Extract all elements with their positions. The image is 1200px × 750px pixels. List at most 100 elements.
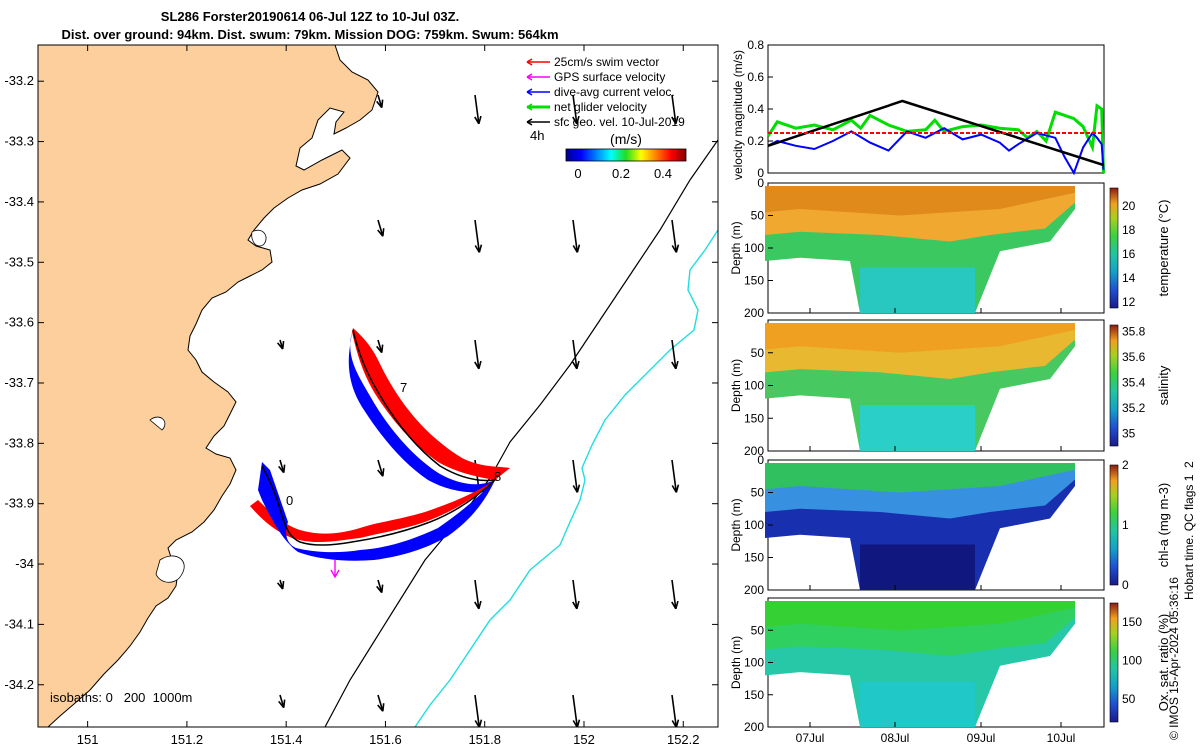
section-deep-2 <box>860 544 975 590</box>
geo-arrow-11 <box>572 339 578 369</box>
colorbar-unit: (m/s) <box>610 131 642 147</box>
sec3-ctick-1: 100 <box>1122 654 1142 668</box>
sec1-ctick-1: 35.2 <box>1122 401 1146 415</box>
legend-label-2: dive-avg current veloc. <box>554 85 675 99</box>
sec3-ytick-label-0: 50 <box>751 623 765 637</box>
geo-arrow-1 <box>474 94 480 124</box>
sec1-ytick-label-1: 100 <box>744 379 764 393</box>
sec0-ctick-4: 20 <box>1122 199 1136 213</box>
geo-arrow-25 <box>474 694 481 727</box>
sec-xtick-label-0: 07Jul <box>796 731 825 745</box>
lon-tick-label-6: 152.2 <box>667 732 700 747</box>
geo-arrow-26 <box>572 694 579 727</box>
legend-label-3: net glider velocity <box>554 100 647 114</box>
vel-ytick-label-3: 0.6 <box>747 70 764 84</box>
geo-arrowhead <box>671 719 680 727</box>
geo-arrow-5 <box>474 219 481 253</box>
lat-tick-label-5: -33.7 <box>4 375 34 390</box>
geo-arrowhead <box>376 584 384 594</box>
geo-arrow-17 <box>671 459 678 493</box>
sec2-ytick-label-2: 100 <box>744 518 764 532</box>
vel-series-0 <box>766 103 1105 174</box>
legend-arrowhead-3 <box>526 103 533 111</box>
vel-series-1 <box>767 127 1105 176</box>
geo-arrowhead <box>377 468 385 477</box>
lat-tick-label-1: -33.3 <box>4 134 34 149</box>
track-label-8: 8 <box>494 469 501 484</box>
map-axis-ticks: 151 151.2 151.4 151.6 151.8 152 152.2 -33.2 -33.… <box>4 45 718 747</box>
vel-ylabel: velocity magnitude (m/s) <box>731 50 745 180</box>
geo-arrowhead <box>572 244 581 253</box>
sec1-ytick-label-0: 50 <box>751 346 765 360</box>
sec1-ctick-0: 35 <box>1122 426 1136 440</box>
lon-tick-label-0: 151 <box>77 732 99 747</box>
sec0-ctick-3: 18 <box>1122 223 1136 237</box>
geo-arrow-24 <box>377 694 384 712</box>
legend-arrowhead-0 <box>526 58 533 66</box>
geo-arrowhead <box>572 719 581 727</box>
lat-tick-label-4: -33.6 <box>4 315 34 330</box>
sec2-colorbar <box>1109 464 1119 586</box>
glider-track <box>261 329 498 546</box>
speed-colorbar <box>565 148 687 162</box>
geo-arrowhead <box>377 703 385 712</box>
lat-tick-label-10: -34.2 <box>4 677 34 692</box>
qc-flags-text: Hobart time. QC flags 1 2 <box>1182 461 1196 600</box>
sec3-ctick-0: 50 <box>1122 692 1136 706</box>
geo-arrow-21 <box>572 579 578 609</box>
sec-xtick-label-3: 10Jul <box>1047 731 1076 745</box>
geo-arrowhead <box>474 115 482 125</box>
lon-tick-label-4: 151.8 <box>468 732 501 747</box>
track-label-0: 0 <box>286 493 293 508</box>
sec2-ctick-0: 0 <box>1122 578 1129 592</box>
swim-vector-band-south <box>250 480 495 543</box>
geo-arrowhead <box>376 99 384 109</box>
geo-arrow-2 <box>572 94 578 124</box>
title-line-1: SL286 Forster20190614 06-Jul 12Z to 10-J… <box>160 9 460 24</box>
geo-arrowhead <box>474 600 482 610</box>
track-label-7: 7 <box>400 380 407 395</box>
sec1-ytick-label-2: 150 <box>744 411 764 425</box>
lat-tick-label-8: -34 <box>15 556 34 571</box>
geo-arrowhead <box>671 484 680 493</box>
geo-arrowhead <box>572 600 580 610</box>
geo-arrow-19 <box>377 579 383 593</box>
lon-tick-label-3: 151.6 <box>369 732 402 747</box>
geo-arrow-12 <box>671 339 677 369</box>
sec0-ylabel: Depth (m) <box>729 221 743 274</box>
sec3-ctick-2: 150 <box>1122 615 1142 629</box>
figure-title: SL286 Forster20190614 06-Jul 12Z to 10-J… <box>0 8 620 44</box>
isobath-200m <box>324 139 718 727</box>
vel-ytick-label-2: 0.4 <box>747 102 764 116</box>
sec1-ylabel: Depth (m) <box>729 359 743 412</box>
lat-tick-label-2: -33.4 <box>4 194 34 209</box>
land-coast <box>38 45 379 727</box>
geo-arrow-13 <box>279 459 285 473</box>
sec1-ytick-label-3: 200 <box>744 444 764 458</box>
sec2-ytick-label-3: 150 <box>744 551 764 565</box>
geo-arrow-16 <box>572 459 579 493</box>
geo-arrow-9 <box>377 339 383 353</box>
legend-label-0: 25cm/s swim vector <box>554 55 659 69</box>
geo-arrowhead <box>276 340 285 350</box>
legend-label-1: GPS surface velocity <box>554 70 665 84</box>
lat-tick-label-7: -33.9 <box>4 496 34 511</box>
vel-ytick-label-1: 0.2 <box>747 134 764 148</box>
sec3-ytick-label-2: 150 <box>744 688 764 702</box>
legend-arrowhead-1 <box>526 73 533 81</box>
sec0-colorbar <box>1109 187 1119 309</box>
lon-tick-label-2: 151.4 <box>270 732 303 747</box>
geo-arrow-0 <box>377 94 383 108</box>
title-line-2: Dist. over ground: 94km. Dist. swum: 79k… <box>61 27 559 42</box>
legend-arrowhead-4 <box>526 118 533 126</box>
velocity-plot-frame <box>767 44 1105 174</box>
lake-inlet <box>251 229 267 247</box>
credit-text: © IMOS 15-Apr-2024 05:36:16 <box>1167 577 1181 740</box>
geo-arrow-7 <box>671 219 678 253</box>
sec0-ctick-0: 12 <box>1122 295 1136 309</box>
geo-arrowhead <box>376 344 384 354</box>
geo-arrowhead <box>671 244 680 253</box>
